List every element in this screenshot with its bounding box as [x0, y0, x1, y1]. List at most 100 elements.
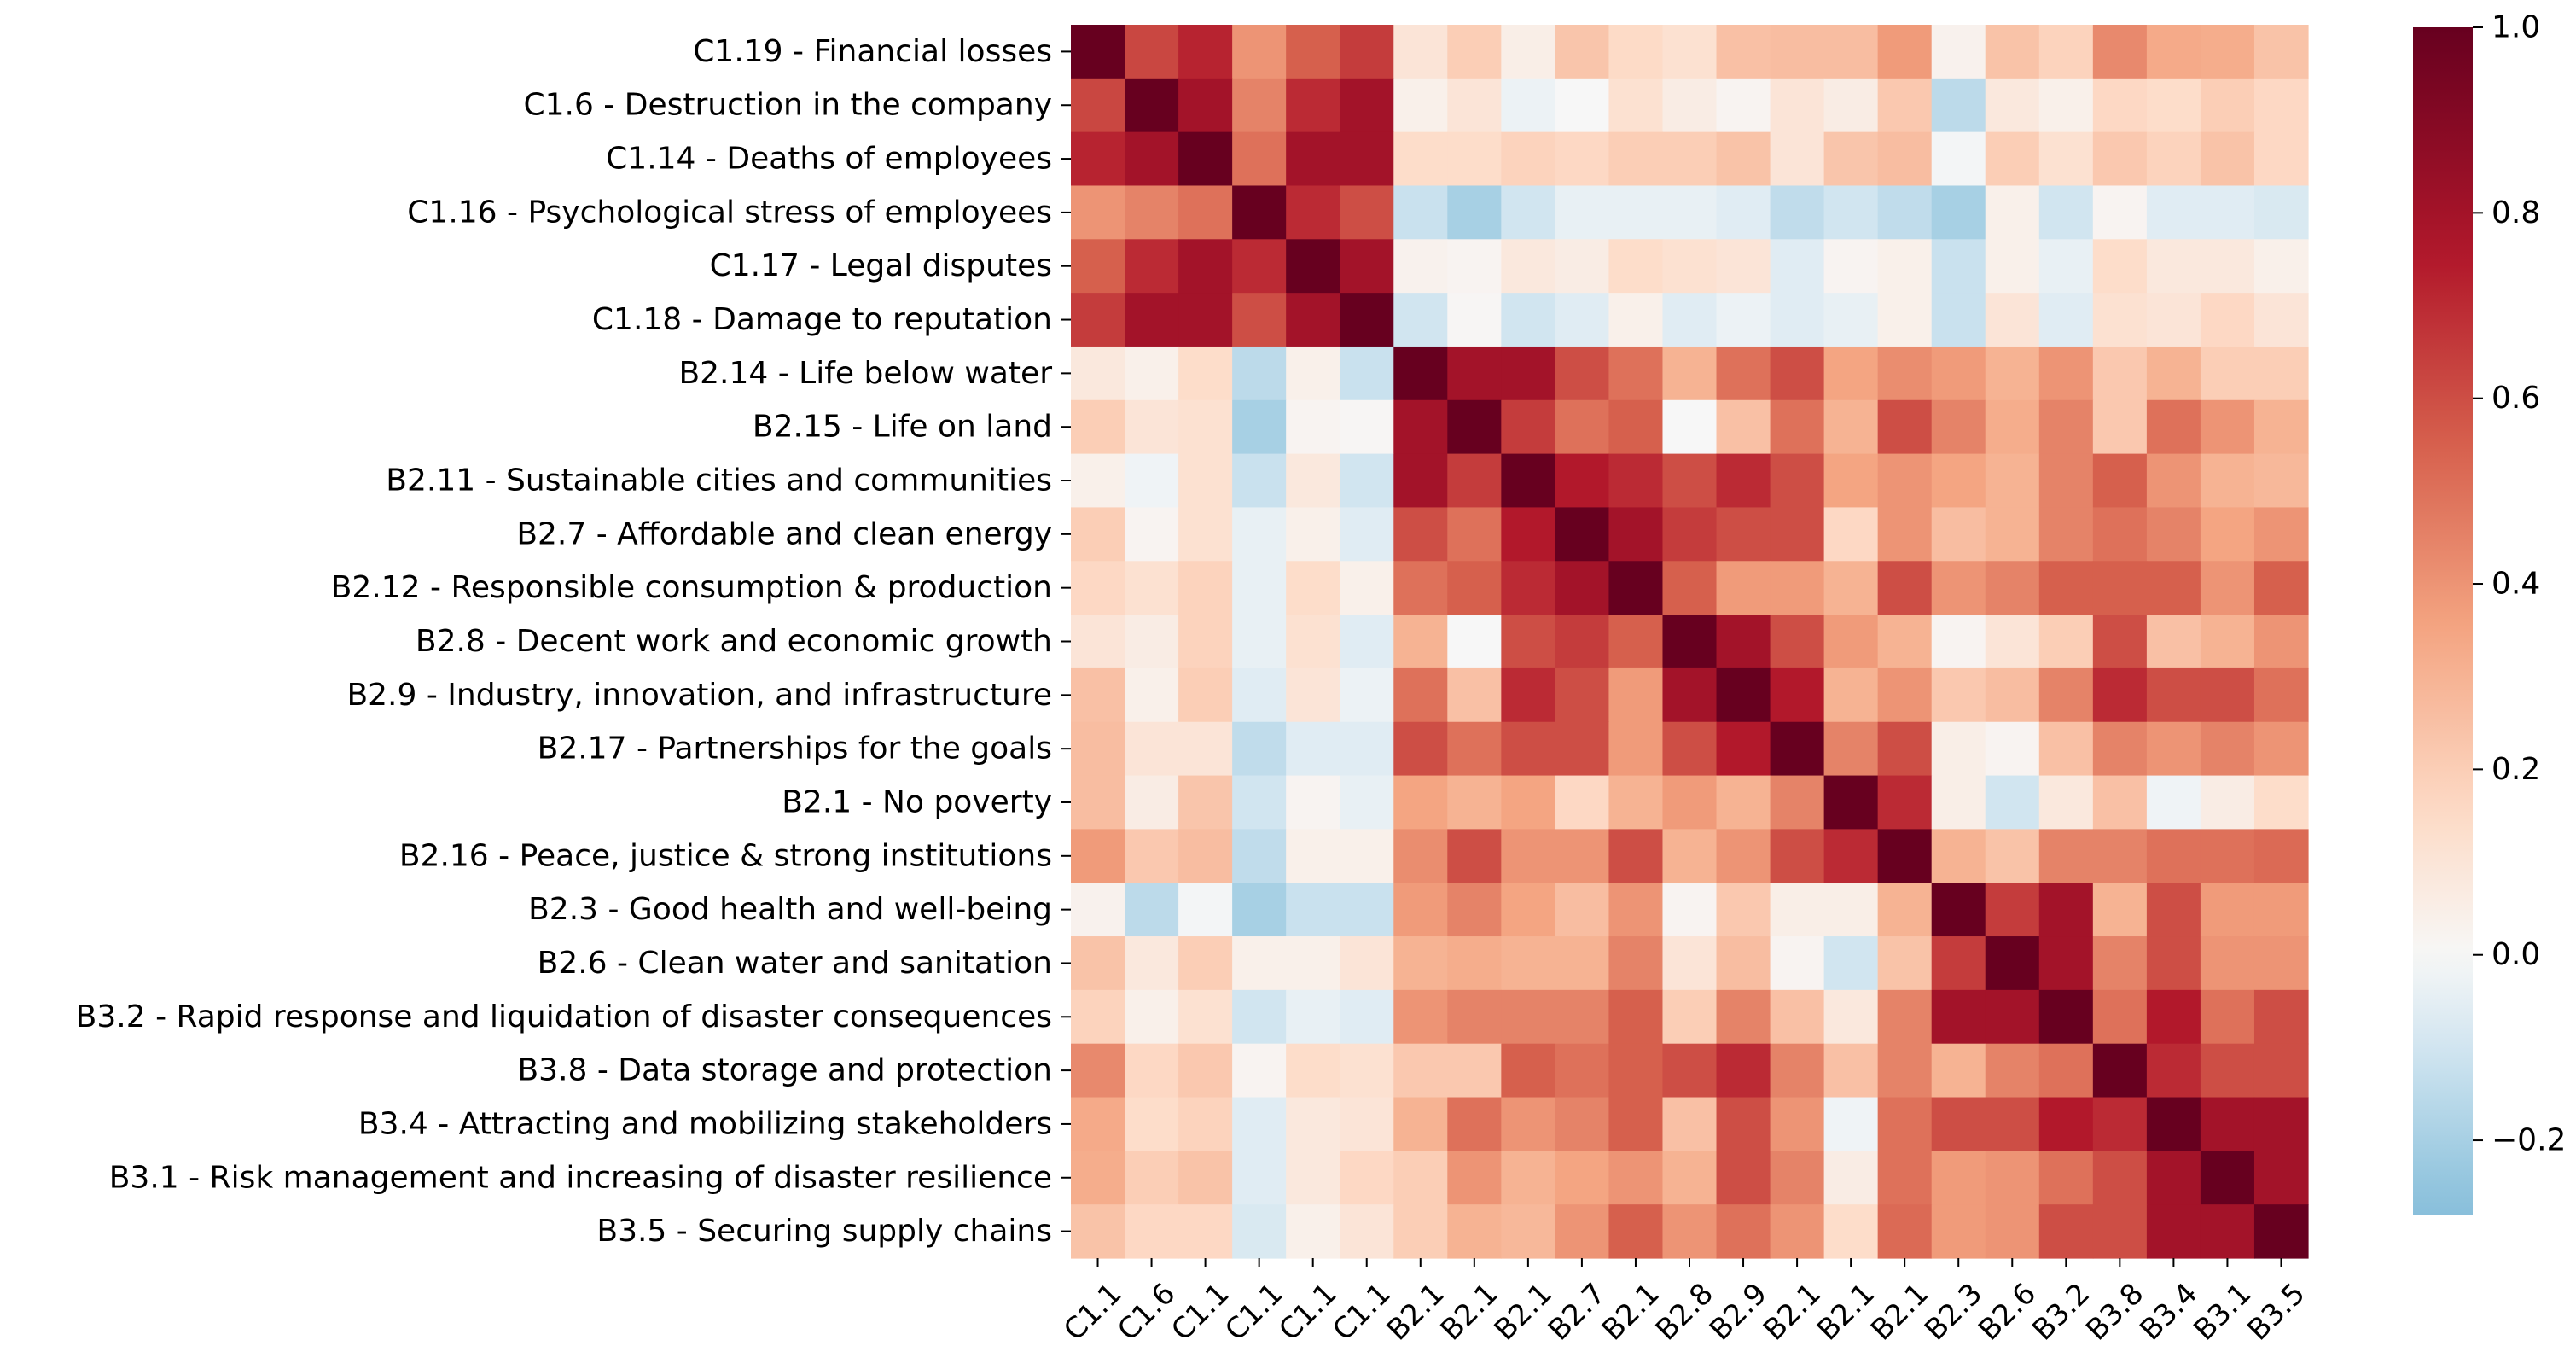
heatmap-cell: [2092, 131, 2148, 187]
heatmap-cell: [1770, 1043, 1825, 1098]
heatmap-cell: [1286, 1204, 1340, 1259]
heatmap-cell: [1877, 346, 1933, 401]
heatmap-cell: [1985, 721, 2040, 777]
heatmap-cell: [2092, 721, 2148, 777]
heatmap-cell: [1232, 1097, 1287, 1151]
row-label: C1.16 - Psychological stress of employee…: [407, 195, 1052, 230]
row-label: C1.6 - Destruction in the company: [523, 88, 1052, 123]
heatmap-cell: [1447, 667, 1502, 723]
heatmap-cell: [1071, 667, 1125, 723]
heatmap-cell: [1340, 1097, 1394, 1151]
heatmap-cell: [1501, 1097, 1555, 1151]
heatmap-cell: [2200, 561, 2255, 615]
heatmap-cell: [1286, 615, 1340, 669]
heatmap-cell: [1286, 1043, 1340, 1098]
column-label: B2.1: [1596, 1277, 1666, 1346]
heatmap-cell: [1608, 1151, 1664, 1205]
heatmap-cell: [2200, 989, 2255, 1045]
heatmap-cell: [1232, 1151, 1287, 1205]
heatmap-cell: [1232, 1204, 1287, 1259]
heatmap-cell: [1232, 399, 1287, 455]
heatmap-cell: [1985, 829, 2040, 883]
heatmap-cell: [1662, 239, 1718, 294]
heatmap-cell: [1555, 346, 1610, 401]
heatmap-cell: [1608, 1204, 1664, 1259]
heatmap-cell: [1393, 293, 1448, 347]
heatmap-cell: [2200, 829, 2255, 883]
column-label: B3.2: [2026, 1277, 2096, 1346]
heatmap-cell: [1931, 829, 1986, 883]
heatmap-cell: [1555, 721, 1610, 777]
heatmap-cell: [1286, 936, 1340, 991]
heatmap-cell: [1447, 239, 1502, 294]
heatmap-cell: [1555, 561, 1610, 615]
heatmap-cell: [1178, 78, 1233, 133]
heatmap-cell: [1608, 667, 1664, 723]
heatmap-cell: [1716, 1151, 1771, 1205]
heatmap-cell: [2092, 1097, 2148, 1151]
heatmap-cell: [2146, 1151, 2201, 1205]
heatmap-cell: [1985, 1204, 2040, 1259]
heatmap-cell: [1985, 399, 2040, 455]
heatmap-cell: [2146, 1043, 2201, 1098]
heatmap-cell: [1178, 936, 1233, 991]
column-label: B2.1: [1811, 1277, 1881, 1346]
heatmap-cell: [1125, 775, 1179, 830]
heatmap-cell: [2200, 883, 2255, 937]
heatmap-cell: [2092, 185, 2148, 240]
heatmap-cell: [1071, 131, 1125, 187]
heatmap-cell: [1877, 1043, 1933, 1098]
heatmap-cell: [2092, 25, 2148, 79]
heatmap-cell: [2200, 1151, 2255, 1205]
heatmap-cell: [2038, 721, 2094, 777]
heatmap-cell: [1286, 346, 1340, 401]
heatmap-cell: [1931, 721, 1986, 777]
heatmap-cell: [2092, 399, 2148, 455]
heatmap-cell: [1178, 1151, 1233, 1205]
column-label: C1.1: [1326, 1277, 1397, 1346]
heatmap-cell: [1608, 936, 1664, 991]
heatmap-cell: [1770, 78, 1825, 133]
heatmap-cell: [1823, 346, 1879, 401]
heatmap-cell: [2092, 561, 2148, 615]
heatmap-cell: [2092, 667, 2148, 723]
row-label: B2.16 - Peace, justice & strong institut…: [399, 838, 1052, 873]
heatmap-cell: [1823, 293, 1879, 347]
heatmap-cell: [1125, 78, 1179, 133]
heatmap-cell: [2146, 239, 2201, 294]
heatmap-cell: [2146, 936, 2201, 991]
heatmap-cell: [2146, 293, 2201, 347]
row-label: B2.17 - Partnerships for the goals: [538, 731, 1052, 766]
row-label: C1.17 - Legal disputes: [710, 248, 1052, 283]
heatmap-cell: [1447, 399, 1502, 455]
heatmap-cell: [1340, 883, 1394, 937]
heatmap-cell: [1286, 399, 1340, 455]
heatmap-cell: [2038, 561, 2094, 615]
heatmap-cell: [1447, 829, 1502, 883]
heatmap-cell: [1555, 293, 1610, 347]
heatmap-cell: [1662, 829, 1718, 883]
heatmap-cell: [1393, 1204, 1448, 1259]
heatmap-cell: [1662, 775, 1718, 830]
heatmap-cell: [1447, 721, 1502, 777]
heatmap-cell: [1662, 453, 1718, 509]
heatmap-cell: [2200, 293, 2255, 347]
heatmap-cell: [1286, 185, 1340, 240]
heatmap-cell: [2092, 346, 2148, 401]
heatmap-cell: [1501, 293, 1555, 347]
heatmap-cell: [1340, 239, 1394, 294]
heatmap-cell: [2253, 829, 2309, 883]
heatmap-cell: [2038, 1151, 2094, 1205]
heatmap-cell: [1823, 829, 1879, 883]
heatmap-cell: [1662, 883, 1718, 937]
heatmap-cell: [1501, 883, 1555, 937]
heatmap-cell: [1985, 1043, 2040, 1098]
colorbar-tick-label: −0.2: [2492, 1123, 2566, 1158]
heatmap-cell: [1178, 507, 1233, 562]
heatmap-cell: [1931, 1204, 1986, 1259]
row-label: B2.6 - Clean water and sanitation: [538, 946, 1052, 981]
heatmap-cell: [2038, 293, 2094, 347]
heatmap-cell: [1447, 453, 1502, 509]
heatmap-cell: [1716, 453, 1771, 509]
heatmap-cell: [1770, 507, 1825, 562]
